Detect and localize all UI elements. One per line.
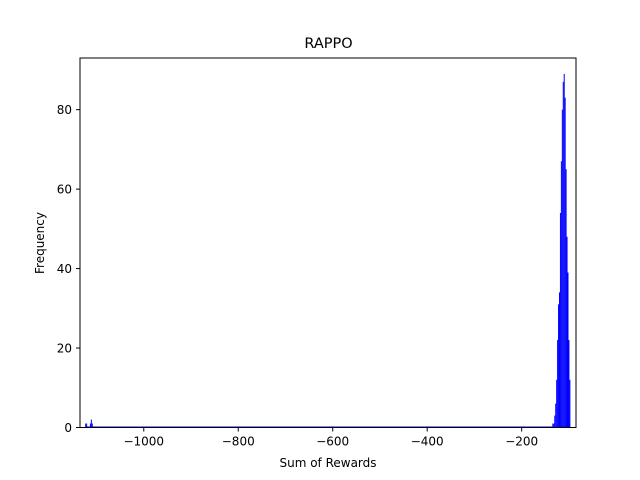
histogram-bar <box>559 212 561 428</box>
y-tick-label: 20 <box>57 342 72 356</box>
histogram-bar <box>566 236 568 428</box>
x-tick-label: −600 <box>316 435 349 449</box>
histogram-bar <box>561 109 563 428</box>
histogram-bar <box>555 403 557 428</box>
x-tick-label: −400 <box>411 435 444 449</box>
y-tick-label: 60 <box>57 183 72 197</box>
histogram-bar <box>558 292 560 428</box>
histogram-bar <box>557 340 559 428</box>
y-tick-label: 80 <box>57 103 72 117</box>
chart-title: RAPPO <box>304 36 352 52</box>
histogram-bar <box>86 423 88 428</box>
histogram-bar <box>89 423 91 428</box>
histogram-bar <box>552 423 554 428</box>
histogram-bar <box>568 340 570 428</box>
histogram-bars <box>85 73 571 428</box>
histogram-bar <box>563 73 565 428</box>
x-tick-label: −200 <box>505 435 538 449</box>
histogram-bar <box>554 415 556 428</box>
histogram-bar <box>85 423 87 428</box>
histogram-bar <box>569 379 571 428</box>
histogram-bar <box>564 97 566 428</box>
x-axis-title: Sum of Rewards <box>279 456 376 470</box>
x-axis-ticks: −1000 −800 −600 −400 −200 <box>123 427 538 449</box>
histogram-bar <box>91 423 93 428</box>
histogram-bar <box>562 81 564 428</box>
histogram-bar <box>556 379 558 428</box>
histogram-bar <box>565 169 567 428</box>
histogram-bar <box>558 304 560 428</box>
y-axis-ticks: 0 20 40 60 80 <box>57 103 80 435</box>
histogram-bar <box>567 272 569 428</box>
y-tick-label: 0 <box>64 421 72 435</box>
histogram-bar <box>553 423 555 428</box>
plot-frame <box>79 57 577 428</box>
x-tick-label: −1000 <box>123 435 164 449</box>
histogram-bar <box>560 161 562 428</box>
y-axis-title: Frequency <box>33 212 47 274</box>
y-tick-label: 40 <box>57 262 72 276</box>
histogram-bar <box>90 419 92 428</box>
x-tick-label: −800 <box>222 435 255 449</box>
